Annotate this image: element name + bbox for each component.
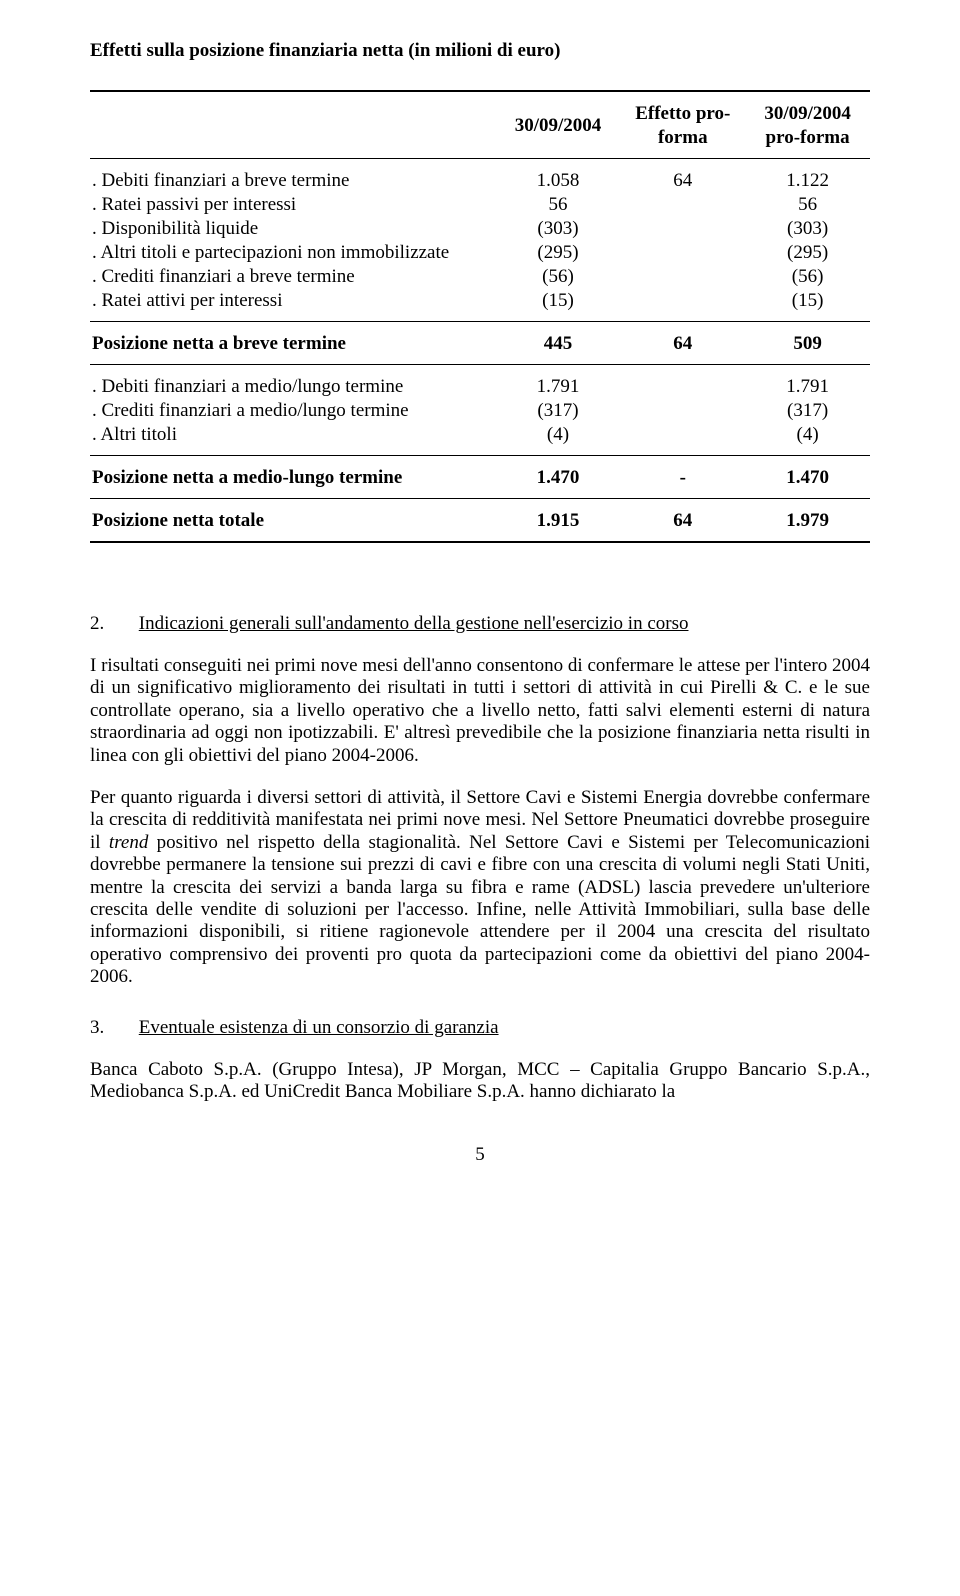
cell-value (620, 217, 745, 241)
cell-value: 64 (620, 169, 745, 193)
table-total-row: Posizione netta totale 1.915 64 1.979 (90, 509, 870, 533)
cell-value: (4) (745, 423, 870, 447)
cell-value: (317) (745, 399, 870, 423)
section-2-heading: 2. Indicazioni generali sull'andamento d… (90, 613, 870, 635)
cell-value (620, 241, 745, 265)
section-2-num: 2. (90, 613, 134, 635)
th-col3a: 30/09/2004 (745, 102, 870, 126)
cell-label: . Disponibilità liquide (90, 217, 496, 241)
financial-table: 30/09/2004 Effetto pro- 30/09/2004 forma… (90, 90, 870, 545)
cell-value: 1.791 (745, 375, 870, 399)
cell-value: 445 (496, 332, 621, 356)
cell-value: 1.058 (496, 169, 621, 193)
cell-value: 64 (620, 332, 745, 356)
cell-value: (4) (496, 423, 621, 447)
cell-value: (317) (496, 399, 621, 423)
section-3-para-1: Banca Caboto S.p.A. (Gruppo Intesa), JP … (90, 1059, 870, 1104)
th-col2b: forma (620, 126, 745, 150)
cell-value: (295) (745, 241, 870, 265)
cell-value (620, 265, 745, 289)
cell-value (620, 289, 745, 313)
table-row: . Crediti finanziari a medio/lungo termi… (90, 399, 870, 423)
cell-label: . Debiti finanziari a breve termine (90, 169, 496, 193)
cell-value: 1.470 (496, 466, 621, 490)
th-col2a: Effetto pro- (620, 102, 745, 126)
cell-value (620, 193, 745, 217)
table-row: . Debiti finanziari a breve termine 1.05… (90, 169, 870, 193)
section-3-heading: 3. Eventuale esistenza di un consorzio d… (90, 1017, 870, 1039)
cell-value: 1.470 (745, 466, 870, 490)
cell-label: . Ratei passivi per interessi (90, 193, 496, 217)
section-3-num: 3. (90, 1017, 134, 1039)
cell-value (620, 399, 745, 423)
cell-label: . Debiti finanziari a medio/lungo termin… (90, 375, 496, 399)
cell-value: 56 (745, 193, 870, 217)
italic-term: trend (109, 832, 148, 853)
cell-value: 1.979 (745, 509, 870, 533)
table-row: . Disponibilità liquide (303) (303) (90, 217, 870, 241)
table-title: Effetti sulla posizione finanziaria nett… (90, 40, 870, 62)
cell-value: 1.915 (496, 509, 621, 533)
cell-value: (56) (496, 265, 621, 289)
cell-value: (56) (745, 265, 870, 289)
cell-value: (303) (496, 217, 621, 241)
table-subtotal-row: Posizione netta a breve termine 445 64 5… (90, 332, 870, 356)
cell-value (620, 423, 745, 447)
th-blank (90, 102, 496, 126)
section-2-para-1: I risultati conseguiti nei primi nove me… (90, 655, 870, 767)
cell-value: 56 (496, 193, 621, 217)
cell-label: . Altri titoli e partecipazioni non immo… (90, 241, 496, 265)
cell-value: 509 (745, 332, 870, 356)
table-row: . Ratei passivi per interessi 56 56 (90, 193, 870, 217)
text-span: positivo nel rispetto della stagionalità… (90, 832, 870, 987)
section-3-title: Eventuale esistenza di un consorzio di g… (139, 1017, 499, 1038)
cell-label: Posizione netta a medio-lungo termine (90, 466, 496, 490)
th-col3b: pro-forma (745, 126, 870, 150)
section-2-para-2: Per quanto riguarda i diversi settori di… (90, 787, 870, 989)
cell-label: Posizione netta a breve termine (90, 332, 496, 356)
table-row: . Altri titoli e partecipazioni non immo… (90, 241, 870, 265)
cell-value: 1.791 (496, 375, 621, 399)
cell-label: . Ratei attivi per interessi (90, 289, 496, 313)
section-2-title: Indicazioni generali sull'andamento dell… (139, 613, 689, 634)
table-row: . Altri titoli (4) (4) (90, 423, 870, 447)
cell-value: 1.122 (745, 169, 870, 193)
th-col1: 30/09/2004 (496, 102, 621, 150)
table-row: . Crediti finanziari a breve termine (56… (90, 265, 870, 289)
cell-label: . Crediti finanziari a medio/lungo termi… (90, 399, 496, 423)
cell-label: . Altri titoli (90, 423, 496, 447)
cell-value: (303) (745, 217, 870, 241)
cell-value: (15) (496, 289, 621, 313)
cell-value: (15) (745, 289, 870, 313)
cell-label: . Crediti finanziari a breve termine (90, 265, 496, 289)
table-row: . Debiti finanziari a medio/lungo termin… (90, 375, 870, 399)
cell-value (620, 375, 745, 399)
page-number: 5 (90, 1144, 870, 1166)
cell-value: - (620, 466, 745, 490)
table-row: . Ratei attivi per interessi (15) (15) (90, 289, 870, 313)
cell-label: Posizione netta totale (90, 509, 496, 533)
cell-value: (295) (496, 241, 621, 265)
table-subtotal-row: Posizione netta a medio-lungo termine 1.… (90, 466, 870, 490)
cell-value: 64 (620, 509, 745, 533)
